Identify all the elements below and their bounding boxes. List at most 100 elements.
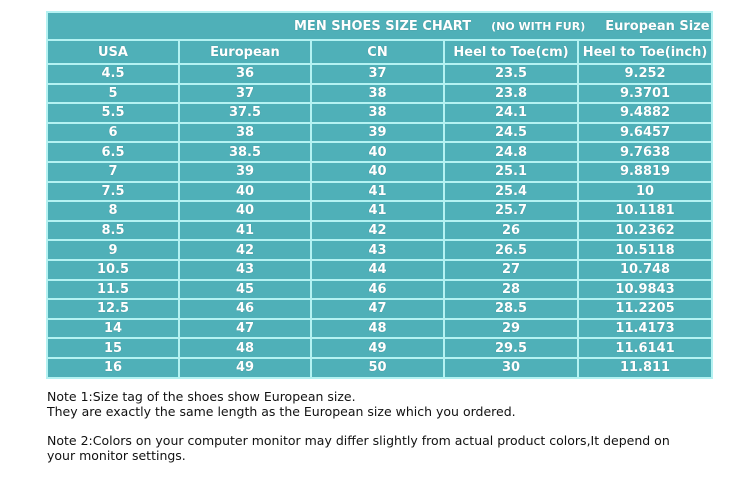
size-chart-table: MEN SHOES SIZE CHART (NO WITH FUR) Europ… — [45, 11, 714, 379]
cell-heel-toe-inch: 9.7638 — [576, 141, 714, 163]
cell-usa: 10.5 — [46, 258, 180, 281]
table-row: 11.5 45 46 28 10.9843 — [46, 278, 714, 301]
cell-cn: 41 — [310, 200, 445, 222]
cell-heel-toe-cm: 29 — [443, 317, 579, 340]
cell-european: 45 — [178, 278, 312, 301]
cell-usa: 16 — [46, 356, 180, 379]
cell-european: 38.5 — [178, 141, 312, 163]
cell-usa: 6.5 — [46, 141, 180, 163]
cell-cn: 37 — [310, 63, 445, 85]
column-header-usa: USA — [46, 39, 180, 65]
cell-european: 41 — [178, 219, 312, 242]
cell-usa: 11.5 — [46, 278, 180, 301]
cell-heel-toe-inch: 10 — [576, 180, 714, 203]
cell-heel-toe-cm: 24.5 — [443, 121, 579, 144]
cell-heel-toe-inch: 9.6457 — [576, 121, 714, 144]
table-row: 8 40 41 25.7 10.1181 — [46, 200, 714, 222]
cell-european: 36 — [178, 63, 312, 85]
cell-heel-toe-cm: 25.4 — [443, 180, 579, 203]
cell-heel-toe-cm: 24.8 — [443, 141, 579, 163]
cell-usa: 14 — [46, 317, 180, 340]
cell-cn: 43 — [310, 239, 445, 261]
cell-cn: 46 — [310, 278, 445, 301]
cell-usa: 8.5 — [46, 219, 180, 242]
cell-european: 37.5 — [178, 102, 312, 124]
cell-heel-toe-inch: 9.4882 — [576, 102, 714, 124]
table-row: 4.5 36 37 23.5 9.252 — [46, 63, 714, 85]
table-body: 4.5 36 37 23.5 9.252 5 37 38 23.8 9.3701 5.5 37.5 38… — [46, 63, 714, 379]
notes-section: Note 1:Size tag of the shoes show Europe… — [47, 389, 747, 463]
cell-european: 49 — [178, 356, 312, 379]
table-row: 14 47 48 29 11.4173 — [46, 317, 714, 340]
cell-heel-toe-inch: 9.3701 — [576, 82, 714, 105]
table-row: 6.5 38.5 40 24.8 9.7638 — [46, 141, 714, 163]
cell-european: 42 — [178, 239, 312, 261]
title-row: MEN SHOES SIZE CHART (NO WITH FUR) Europ… — [45, 11, 714, 41]
cell-heel-toe-cm: 28.5 — [443, 298, 579, 320]
cell-heel-toe-inch: 10.5118 — [576, 239, 714, 261]
cell-cn: 38 — [310, 82, 445, 105]
size-system-label: European Size — [605, 18, 710, 34]
cell-cn: 38 — [310, 102, 445, 124]
cell-heel-toe-inch: 11.6141 — [576, 337, 714, 359]
table-row: 5.5 37.5 38 24.1 9.4882 — [46, 102, 714, 124]
cell-usa: 6 — [46, 121, 180, 144]
cell-heel-toe-inch: 10.9843 — [576, 278, 714, 301]
cell-usa: 15 — [46, 337, 180, 359]
cell-usa: 9 — [46, 239, 180, 261]
cell-heel-toe-inch: 9.8819 — [576, 160, 714, 183]
cell-usa: 8 — [46, 200, 180, 222]
note-2-line-2: your monitor settings. — [47, 448, 186, 463]
table-row: 16 49 50 30 11.811 — [46, 356, 714, 379]
cell-usa: 7.5 — [46, 180, 180, 203]
column-header-row: USA European CN Heel to Toe(cm) Heel to … — [46, 39, 714, 65]
table-row: 15 48 49 29.5 11.6141 — [46, 337, 714, 359]
note-2-line-1: Note 2:Colors on your computer monitor m… — [47, 433, 670, 448]
cell-usa: 5 — [46, 82, 180, 105]
cell-heel-toe-cm: 29.5 — [443, 337, 579, 359]
cell-heel-toe-cm: 30 — [443, 356, 579, 379]
cell-cn: 47 — [310, 298, 445, 320]
column-header-european: European — [178, 39, 312, 65]
cell-heel-toe-inch: 11.811 — [576, 356, 714, 379]
cell-usa: 7 — [46, 160, 180, 183]
cell-european: 38 — [178, 121, 312, 144]
cell-usa: 4.5 — [46, 63, 180, 85]
cell-cn: 42 — [310, 219, 445, 242]
cell-heel-toe-inch: 10.1181 — [576, 200, 714, 222]
table-row: 9 42 43 26.5 10.5118 — [46, 239, 714, 261]
cell-european: 48 — [178, 337, 312, 359]
cell-heel-toe-inch: 11.4173 — [576, 317, 714, 340]
table-row: 6 38 39 24.5 9.6457 — [46, 121, 714, 144]
cell-european: 40 — [178, 200, 312, 222]
note-1-line-1: Note 1:Size tag of the shoes show Europe… — [47, 389, 356, 404]
cell-cn: 48 — [310, 317, 445, 340]
title-cell: MEN SHOES SIZE CHART (NO WITH FUR) Europ… — [45, 11, 714, 41]
cell-heel-toe-inch: 9.252 — [576, 63, 714, 85]
cell-heel-toe-cm: 26.5 — [443, 239, 579, 261]
table-row: 7 39 40 25.1 9.8819 — [46, 160, 714, 183]
column-header-heel-toe-cm: Heel to Toe(cm) — [443, 39, 579, 65]
cell-heel-toe-cm: 25.7 — [443, 200, 579, 222]
cell-heel-toe-cm: 28 — [443, 278, 579, 301]
cell-heel-toe-cm: 27 — [443, 258, 579, 281]
cell-heel-toe-cm: 24.1 — [443, 102, 579, 124]
cell-cn: 41 — [310, 180, 445, 203]
cell-european: 37 — [178, 82, 312, 105]
table-row: 7.5 40 41 25.4 10 — [46, 180, 714, 203]
cell-heel-toe-cm: 26 — [443, 219, 579, 242]
cell-heel-toe-inch: 10.748 — [576, 258, 714, 281]
table-row: 8.5 41 42 26 10.2362 — [46, 219, 714, 242]
cell-cn: 44 — [310, 258, 445, 281]
cell-cn: 40 — [310, 141, 445, 163]
cell-usa: 12.5 — [46, 298, 180, 320]
chart-title: MEN SHOES SIZE CHART — [294, 18, 472, 34]
table-row: 10.5 43 44 27 10.748 — [46, 258, 714, 281]
cell-usa: 5.5 — [46, 102, 180, 124]
note-1-line-2: They are exactly the same length as the … — [47, 404, 516, 419]
cell-european: 46 — [178, 298, 312, 320]
cell-cn: 49 — [310, 337, 445, 359]
cell-heel-toe-cm: 23.8 — [443, 82, 579, 105]
cell-european: 40 — [178, 180, 312, 203]
cell-european: 43 — [178, 258, 312, 281]
